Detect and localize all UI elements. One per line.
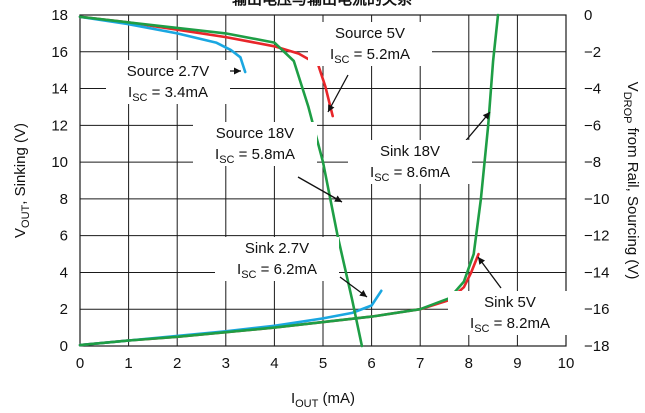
plot-frame	[79, 14, 567, 347]
annotation-arrowhead	[482, 112, 490, 120]
annotation-bg	[106, 60, 230, 104]
annotation-label: Source 5V	[335, 25, 405, 42]
x-tick-label: 6	[367, 355, 375, 372]
y-tick-label: 16	[51, 44, 68, 61]
y2-tick-label: −10	[584, 191, 609, 208]
annotation-bg	[448, 291, 572, 335]
annotation-current: ISC = 3.4mA	[128, 84, 208, 104]
y-tick-label: 6	[60, 228, 68, 245]
annotation-bg	[193, 122, 317, 166]
annotation-label: Sink 18V	[380, 143, 440, 160]
y-tick-label: 8	[60, 191, 68, 208]
annotation-arrowhead	[328, 104, 335, 112]
tick-labels: 0 1 2 3 4 5 6 7 8 9 10024681012141618−18−16−14−12−…	[51, 7, 609, 372]
x-tick-label: 5	[319, 355, 327, 372]
y-tick-label: 10	[51, 154, 68, 171]
series-line-source-2-7v	[78, 15, 247, 74]
annotation-current: ISC = 6.2mA	[237, 261, 317, 281]
annotation-current: ISC = 8.2mA	[470, 315, 550, 335]
x-tick-label: 10	[558, 355, 575, 372]
annotation-current: ISC = 5.8mA	[215, 146, 295, 166]
annotation-arrowhead	[359, 290, 367, 297]
y2-tick-label: −16	[584, 301, 609, 318]
x-tick-label: 0	[76, 355, 84, 372]
annotation-layer: Source 5V ISC = 5.2mA Source 2.7V ISC = 3.4…	[106, 22, 572, 335]
axis-titles: IOUT (mA) VOUT, Sinking (V) VDROP from Rai…	[12, 82, 641, 410]
series-line-sink-18v	[78, 13, 500, 347]
y2-tick-label: −8	[584, 154, 601, 171]
y2-axis-title: VDROP from Rail, Sourcing (V)	[621, 82, 641, 280]
annotation-arrowhead	[478, 257, 485, 265]
annotation-current: ISC = 5.2mA	[330, 46, 410, 66]
y2-tick-label: −14	[584, 264, 609, 281]
y-tick-label: 2	[60, 301, 68, 318]
annotation-current: ISC = 8.6mA	[370, 164, 450, 184]
x-tick-label: 9	[513, 355, 521, 372]
annotation-arrowhead	[234, 67, 241, 75]
annotation-bg	[348, 140, 472, 184]
annotation-label: Sink 2.7V	[245, 240, 309, 257]
x-axis-title: IOUT (mA)	[291, 390, 355, 410]
y2-tick-label: −12	[584, 228, 609, 245]
y2-tick-label: −2	[584, 44, 601, 61]
x-tick-label: 3	[222, 355, 230, 372]
y-tick-label: 18	[51, 7, 68, 24]
y2-tick-label: −18	[584, 338, 609, 355]
series-line-sink-2-7v	[78, 289, 383, 347]
y2-tick-label: −6	[584, 117, 601, 134]
y-tick-label: 0	[60, 338, 68, 355]
x-tick-label: 4	[270, 355, 278, 372]
annotation-bg	[308, 22, 432, 66]
annotation-bg	[215, 237, 339, 281]
x-tick-label: 2	[173, 355, 181, 372]
y-tick-label: 4	[60, 264, 68, 281]
y-tick-label: 14	[51, 81, 68, 98]
annotation-label: Source 2.7V	[127, 63, 210, 80]
annotation-arrowhead	[334, 195, 342, 202]
x-tick-label: 1	[124, 355, 132, 372]
x-tick-label: 8	[465, 355, 473, 372]
annotation-leader	[297, 176, 343, 203]
chart-title: 输出电压与输出电流的关系	[232, 0, 412, 8]
y2-tick-label: −4	[584, 81, 601, 98]
annotation-leader	[327, 74, 349, 113]
annotation-label: Sink 5V	[484, 294, 536, 311]
y2-tick-label: 0	[584, 7, 592, 24]
series-layer	[78, 13, 500, 348]
annotation-label: Source 18V	[216, 125, 294, 142]
x-tick-label: 7	[416, 355, 424, 372]
y-axis-title: VOUT, Sinking (V)	[12, 123, 32, 238]
series-line-source-18v	[78, 15, 364, 348]
y-tick-label: 12	[51, 117, 68, 134]
